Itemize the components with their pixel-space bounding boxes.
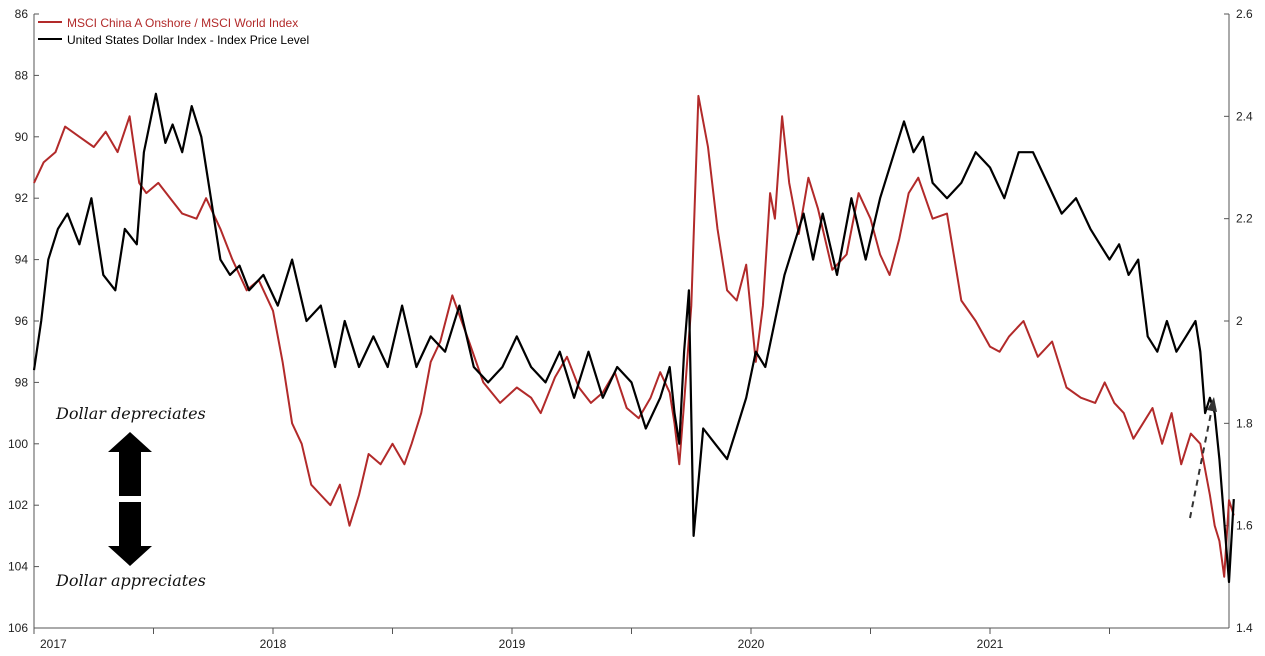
right-tick-label: 2.4 [1236, 109, 1253, 123]
left-tick-label: 100 [8, 437, 28, 451]
left-tick-label: 104 [8, 560, 28, 574]
right-y-tick-group: 2.6 2.4 2.2 2 1.8 1.6 1.4 [1224, 7, 1253, 635]
series-layer [32, 92, 1235, 584]
left-tick-label: 106 [8, 621, 28, 635]
left-tick-label: 96 [15, 314, 29, 328]
series-line-dollar-index [32, 92, 1235, 584]
left-tick-label: 88 [15, 68, 29, 82]
right-tick-label: 1.8 [1236, 416, 1253, 430]
left-tick-label: 86 [15, 7, 29, 21]
x-tick-label: 2019 [499, 637, 526, 651]
x-tick-group: 2017 2018 2019 2020 2021 [33, 628, 1110, 651]
right-tick-label: 2.2 [1236, 212, 1253, 226]
annotation-dollar-appreciates: Dollar appreciates [55, 571, 206, 590]
right-tick-label: 2 [1236, 314, 1243, 328]
x-tick-label: 2017 [40, 637, 67, 651]
left-tick-label: 94 [15, 253, 29, 267]
left-y-tick-group: 86 88 90 92 94 96 98 100 102 104 106 [8, 7, 39, 635]
legend-label-dxy: United States Dollar Index - Index Price… [67, 33, 309, 47]
right-tick-label: 1.4 [1236, 621, 1253, 635]
left-tick-label: 98 [15, 375, 29, 389]
x-tick-label: 2018 [260, 637, 287, 651]
legend: MSCI China A Onshore / MSCI World Index … [38, 16, 309, 47]
right-tick-label: 2.6 [1236, 7, 1253, 21]
up-arrow-icon [108, 432, 152, 496]
projection-arrowhead-icon [1207, 397, 1217, 412]
legend-label-msci: MSCI China A Onshore / MSCI World Index [67, 16, 298, 30]
down-arrow-icon [108, 502, 152, 566]
annotation-dollar-depreciates: Dollar depreciates [55, 404, 206, 423]
series-line-msci-ratio [33, 94, 1235, 578]
x-tick-label: 2020 [738, 637, 765, 651]
left-tick-label: 92 [15, 191, 29, 205]
left-tick-label: 90 [15, 130, 29, 144]
right-tick-label: 1.6 [1236, 519, 1253, 533]
x-tick-label: 2021 [977, 637, 1004, 651]
left-tick-label: 102 [8, 498, 28, 512]
projection-dashed-line [1189, 407, 1213, 519]
